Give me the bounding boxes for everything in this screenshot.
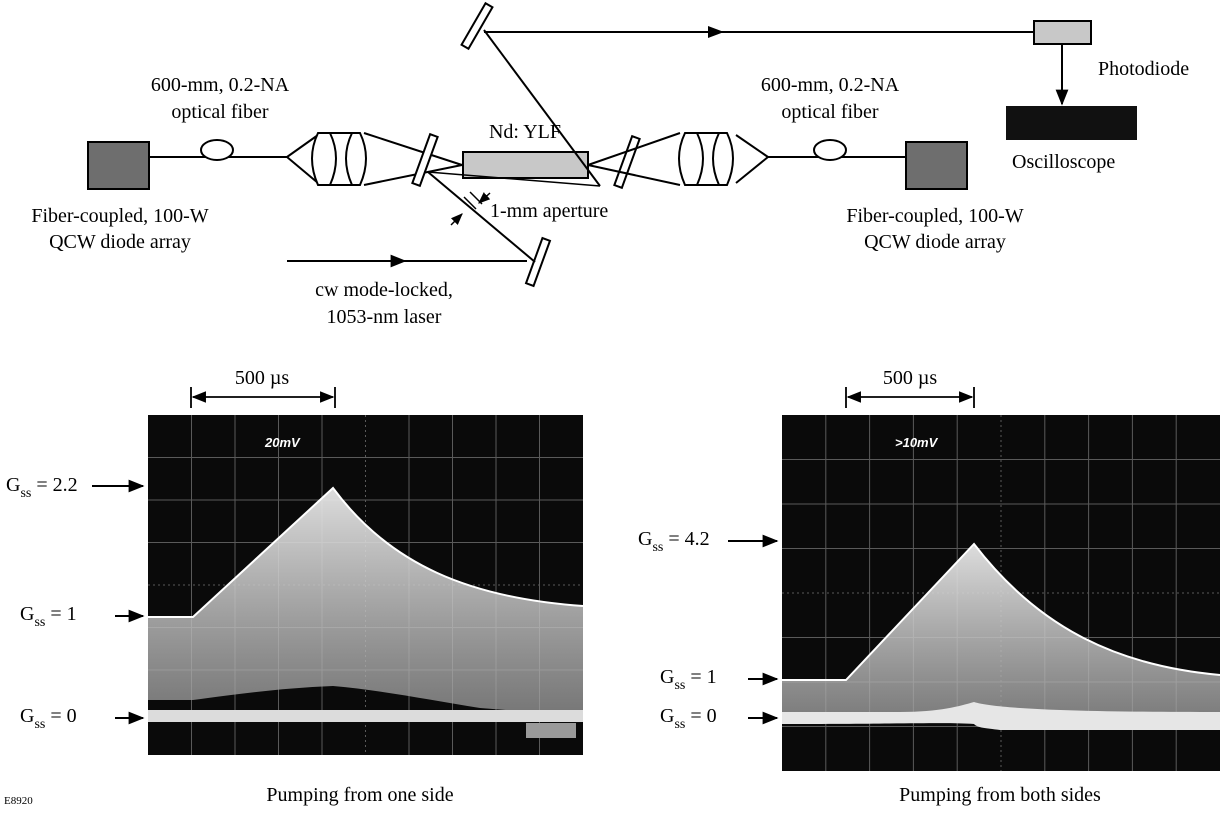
screen-label-right: >10mV — [895, 435, 939, 450]
trace-top-left — [148, 486, 584, 618]
beam-focus-left — [363, 132, 463, 186]
dichroic-mirror-left — [411, 132, 439, 188]
oscilloscope — [1006, 106, 1137, 140]
diode-left-label-2: QCW diode array — [49, 231, 191, 253]
time-scale-label-left: 500 µs — [235, 367, 290, 389]
laser-to-dichroic — [427, 171, 536, 263]
aperture-marker — [450, 191, 491, 226]
fiber-right-label-1: 600-mm, 0.2-NA — [761, 74, 900, 96]
fiber-coil-right — [813, 139, 847, 161]
lens-pair-left — [311, 132, 367, 186]
level-right-1: Gss = 1 — [660, 666, 779, 693]
svg-text:Gss = 1: Gss = 1 — [20, 603, 77, 630]
screen-label-left: 20mV — [264, 435, 301, 450]
svg-text:Gss = 0: Gss = 0 — [660, 705, 717, 732]
svg-text:Gss = 0: Gss = 0 — [20, 705, 77, 732]
fiber-coil-left — [200, 139, 234, 161]
input-mirror — [524, 236, 552, 288]
scope-screen-right: >10mV — [782, 415, 1221, 771]
fiber-right-label-2: optical fiber — [781, 101, 879, 123]
photodiode-label: Photodiode — [1098, 58, 1189, 80]
oscilloscope-label: Oscilloscope — [1012, 151, 1115, 173]
nd-ylf-crystal — [462, 151, 589, 179]
fiber-left-label-1: 600-mm, 0.2-NA — [151, 74, 290, 96]
svg-text:Gss = 2.2: Gss = 2.2 — [6, 474, 78, 501]
figure-id: E8920 — [4, 795, 33, 807]
photodiode — [1033, 20, 1092, 45]
crystal-label: Nd: YLF — [489, 121, 561, 143]
trace-top-right — [782, 542, 1221, 681]
dichroic-mirror-right — [613, 134, 641, 190]
level-left-0: Gss = 0 — [20, 705, 145, 732]
level-right-0: Gss = 0 — [660, 705, 779, 732]
scope-marker-left — [526, 723, 576, 738]
svg-text:Gss = 1: Gss = 1 — [660, 666, 717, 693]
caption-left: Pumping from one side — [266, 784, 453, 806]
baseline-right — [782, 702, 1220, 730]
lens-pair-right — [678, 132, 734, 186]
laser-label-2: 1053-nm laser — [327, 306, 442, 328]
diode-left-label-1: Fiber-coupled, 100-W — [31, 205, 208, 227]
baseline-left — [148, 710, 583, 722]
svg-text:Gss = 4.2: Gss = 4.2 — [638, 528, 710, 555]
caption-right: Pumping from both sides — [899, 784, 1101, 806]
beam-cone-right — [735, 134, 769, 184]
beam-arrow-top — [708, 26, 724, 38]
trace-band-left — [148, 488, 583, 716]
time-scale-label-right: 500 µs — [883, 367, 938, 389]
laser-label-1: cw mode-locked, — [315, 279, 453, 301]
trace-band-right — [782, 544, 1220, 730]
beam-to-top-mirror — [483, 29, 601, 187]
top-mirror — [460, 1, 494, 51]
scope-screen-left: 20mV — [148, 415, 584, 755]
beam-cone-left — [286, 134, 319, 184]
diode-right-label-2: QCW diode array — [864, 231, 1006, 253]
aperture-label: 1-mm aperture — [490, 200, 608, 222]
fiber-left-label-2: optical fiber — [171, 101, 269, 123]
diode-array-right — [905, 141, 968, 190]
level-left-1: Gss = 1 — [20, 603, 145, 630]
level-right-4.2: Gss = 4.2 — [638, 528, 779, 555]
beam-focus-right — [587, 132, 681, 186]
level-left-2.2: Gss = 2.2 — [6, 474, 145, 501]
diode-right-label-1: Fiber-coupled, 100-W — [846, 205, 1023, 227]
beam-in-crystal — [427, 171, 601, 187]
diode-array-left — [87, 141, 150, 190]
